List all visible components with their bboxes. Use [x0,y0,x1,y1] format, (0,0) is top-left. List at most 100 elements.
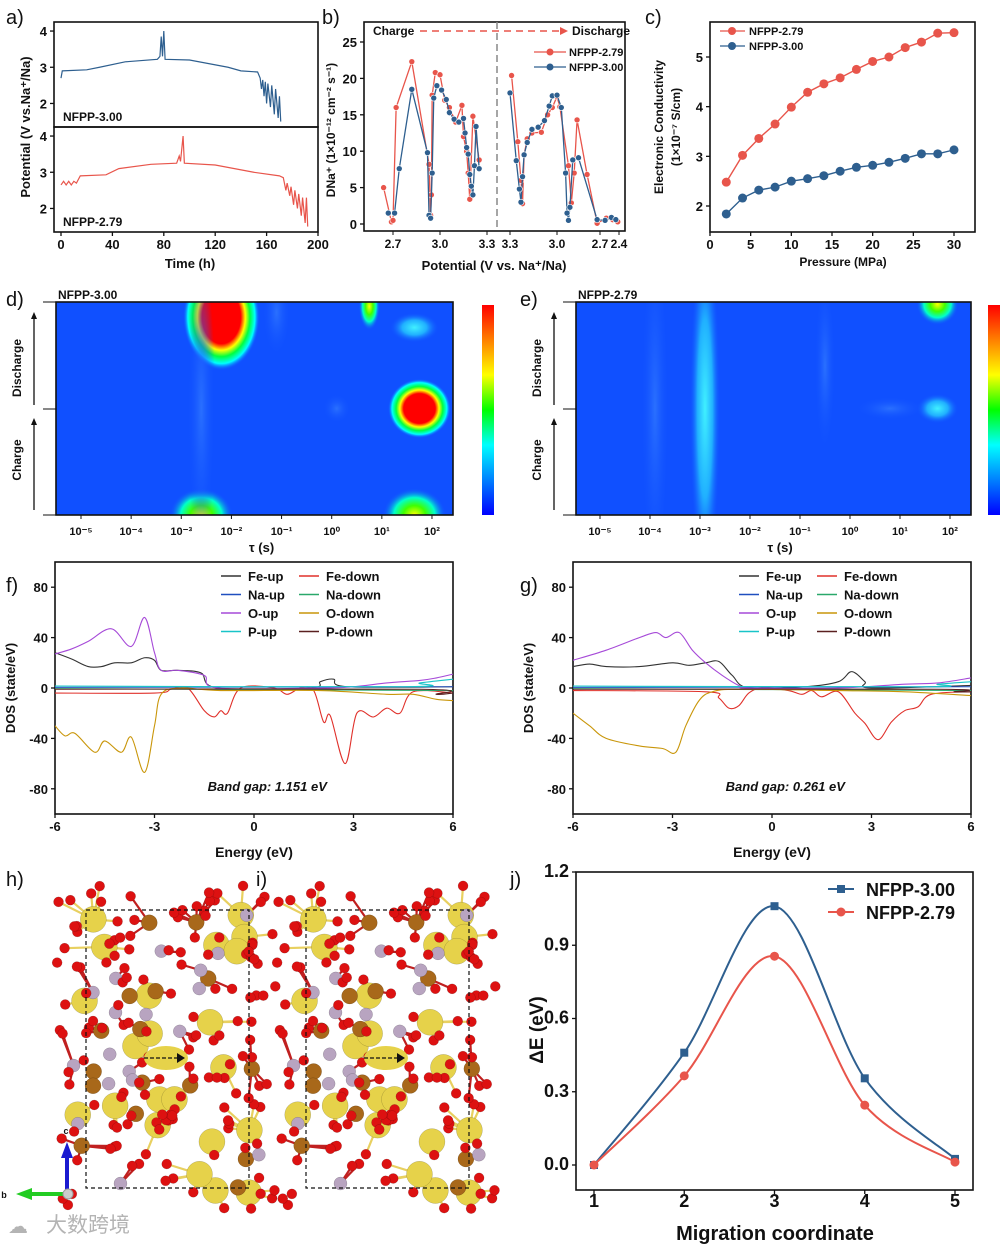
x-tick-label: 10⁰ [842,526,859,538]
potential-curve [60,135,309,227]
atom-Na [196,1008,224,1036]
y-tick-label: 3 [696,149,703,164]
y-label-discharge: Discharge [10,339,24,397]
atom-P [472,1147,486,1162]
legend-label: NFPP-2.79 [749,26,803,38]
atom-O [396,959,407,970]
atom-O [434,932,445,943]
x-axis-label: Energy (eV) [215,844,293,860]
colorbar [988,305,1000,515]
atom-O [68,1126,80,1137]
atom-O [345,930,356,942]
x-tick-label: 6 [967,819,974,834]
data-point [583,171,591,178]
atom-O [329,950,340,962]
data-point [770,902,779,911]
atom-O [154,1073,165,1085]
y-tick-label: 5 [696,50,703,65]
data-point [545,102,553,110]
atom-O [439,1102,450,1113]
atom-O [214,932,225,943]
atom-Fe [229,1179,247,1196]
atom-O [188,1186,199,1198]
atom-P [239,908,254,923]
atom-O [59,999,71,1010]
atom-O [383,945,394,956]
atom-O [119,962,130,974]
x-tick-label: 10⁻⁵ [588,526,611,538]
atom-P [192,981,206,996]
atom-O [126,1160,138,1172]
data-point [446,109,453,116]
dos-curve-P-down [573,688,971,693]
data-point [436,71,444,79]
atom-O [126,1110,137,1121]
x-tick-label: -3 [667,819,679,834]
data-point [770,182,780,192]
atom-Fe [141,914,158,932]
atom-P [102,1047,117,1062]
atom-O [387,1110,398,1121]
atom-O [333,999,344,1011]
atom-Fe [341,987,358,1005]
y-axis-label: Electronic Conductivity [652,60,666,194]
atom-P [431,946,445,961]
atom-Fe [463,1060,481,1078]
legend-label: NFPP-2.79 [866,903,955,923]
atom-O [279,942,290,954]
x-tick-label: 5 [747,237,754,252]
atom-P [321,1076,336,1091]
atom-O [51,957,63,968]
atom-O [214,1030,225,1041]
data-point [738,193,748,203]
data-point [786,102,796,112]
x-tick-label: 30 [947,237,961,252]
data-point [868,160,878,170]
data-point [389,217,397,224]
atom-O [349,914,360,926]
x-tick-label: 3 [868,819,875,834]
x-tick-label: 160 [256,237,278,252]
atom-Na [422,1177,449,1204]
atom-O [96,1022,108,1034]
data-point [468,182,475,190]
atom-Fe [73,1137,90,1154]
x-tick-label: 1 [589,1191,599,1211]
subplot-label: NFPP-3.00 [63,110,123,124]
relaxation-peak [382,488,447,515]
data-point [466,195,474,203]
x-tick-label: 0 [57,237,64,252]
dos-curve-Fe-up [573,660,971,690]
atom-O [385,988,397,999]
atom-O [442,1115,454,1126]
x-tick-label: 10² [942,526,958,538]
atom-Fe [243,1060,261,1078]
atom-O [434,1030,445,1041]
atom-O [101,957,112,968]
atom-O [430,983,441,995]
atom-O [346,1160,358,1172]
series-NFPP-3.00 [590,902,959,1169]
dos-curve-Fe-down [573,687,971,741]
atom-O [276,1133,287,1144]
relaxation-peak [389,312,439,343]
axis-c-label: c [63,1126,68,1136]
data-point [428,169,436,177]
series-NFPP-3.00 [721,145,959,219]
series-line [725,149,955,215]
a-axis-origin [62,1188,74,1200]
data-point [770,951,779,961]
atom-O [473,1172,485,1184]
data-point [427,214,434,222]
atom-O [376,1109,388,1120]
data-point [471,162,478,170]
legend-label: Na-up [248,588,285,603]
panel-label: e) [520,289,538,311]
atom-O [395,947,406,958]
atom-O [200,910,211,922]
data-point [458,102,466,109]
y-tick-label: 0.0 [544,1154,569,1174]
atom-O [129,914,140,926]
band-gap-annotation: Band gap: 0.261 eV [726,779,847,794]
atom-O [85,888,97,899]
